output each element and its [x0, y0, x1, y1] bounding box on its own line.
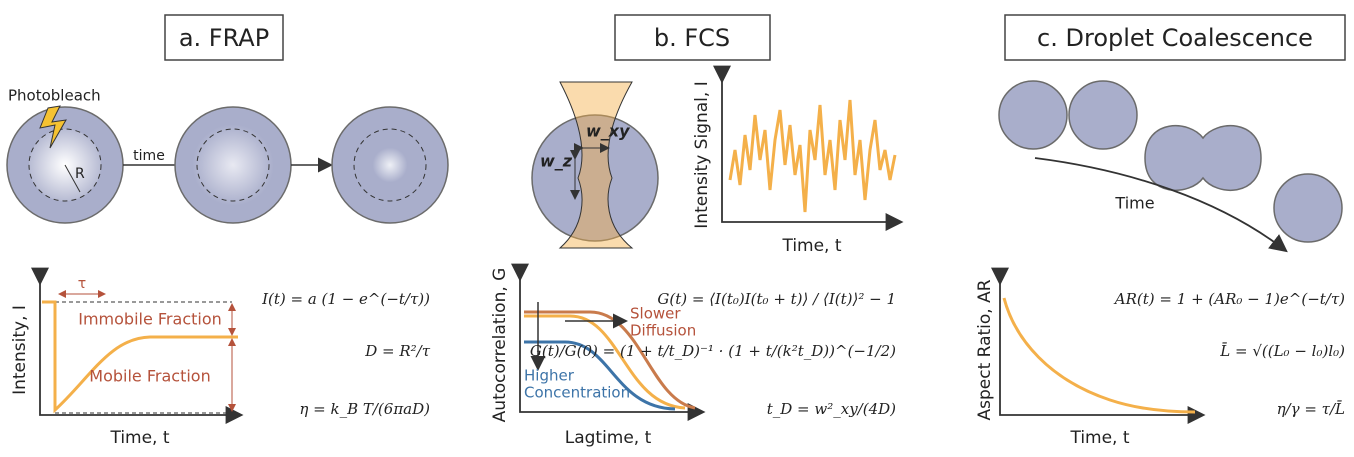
y-axis-label: Autocorrelation, G: [490, 268, 510, 423]
droplet: [331, 106, 449, 224]
panel-title: a. FRAP: [179, 24, 269, 52]
title-box: [164, 14, 284, 61]
radius-label: R: [75, 166, 85, 182]
wxy-label: w_xy: [586, 122, 630, 141]
equation: η/γ = τ/L̄: [1277, 400, 1345, 418]
higher-conc-curve: [524, 340, 676, 411]
decay-curve: [1002, 297, 1196, 414]
wz-label: w_z: [540, 152, 573, 171]
equation: G(t) = ⟨I(t₀)I(t₀ + t)⟩ / ⟨I(t)⟩² − 1: [657, 290, 896, 308]
axes: [991, 267, 1206, 424]
x-axis-label: Time, t: [781, 236, 841, 256]
photobleach-label: Photobleach: [8, 87, 101, 105]
x-axis-label: Time, t: [1069, 428, 1129, 448]
higher-label: Higher: [524, 367, 575, 385]
reference-curve: [524, 314, 686, 410]
bleach-outline: [196, 128, 270, 202]
axes: [713, 65, 904, 231]
bleach-outline: [353, 128, 427, 202]
tau-label: τ: [78, 276, 86, 292]
y-axis-label: Intensity, I: [10, 305, 30, 395]
droplet: [1273, 173, 1343, 243]
y-axis-label: Aspect Ratio, AR: [975, 279, 995, 420]
panel-title: c. Droplet Coalescence: [1037, 24, 1313, 52]
droplet: [998, 80, 1068, 150]
slower-curve: [524, 310, 696, 410]
axes: [31, 267, 244, 424]
title-box: [614, 14, 771, 61]
droplet: [531, 114, 659, 242]
time-label: time: [133, 148, 165, 164]
immobile-label: Immobile Fraction: [78, 310, 222, 329]
radius-line: [64, 164, 81, 193]
equation: D = R²/τ: [364, 342, 430, 360]
x-axis-label: Time, t: [109, 428, 169, 448]
y-axis-label: Intensity Signal, I: [692, 81, 712, 228]
higher-label: Concentration: [524, 384, 630, 402]
mobile-label: Mobile Fraction: [89, 367, 210, 386]
equation: η = k_B T/(6πaD): [299, 400, 430, 418]
droplet: [1068, 80, 1138, 150]
merging-droplet: [1144, 125, 1262, 191]
x-axis-label: Lagtime, t: [565, 428, 652, 448]
equation: G(t)/G(0) = (1 + t/t_D)⁻¹ · (1 + t/(k²t_…: [530, 342, 896, 360]
equation: L̄ = √((L₀ − l₀)l₀): [1219, 342, 1345, 360]
axes: [511, 263, 706, 421]
title-box: [1004, 14, 1346, 61]
droplet: [174, 106, 292, 224]
slower-label: Slower: [630, 305, 681, 323]
time-arrow: [1034, 157, 1288, 253]
equation: AR(t) = 1 + (AR₀ − 1)e^(−t/τ): [1113, 290, 1345, 308]
equation: I(t) = a (1 − e^(−t/τ)): [261, 290, 430, 308]
time-label: Time: [1114, 194, 1154, 213]
signal-trace: [728, 99, 897, 213]
panel-title: b. FCS: [654, 24, 730, 52]
slower-label: Diffusion: [630, 322, 696, 340]
recovery-curve: [42, 300, 238, 414]
equation: t_D = w²_xy/(4D): [767, 400, 896, 418]
lightning-icon: [39, 105, 67, 149]
